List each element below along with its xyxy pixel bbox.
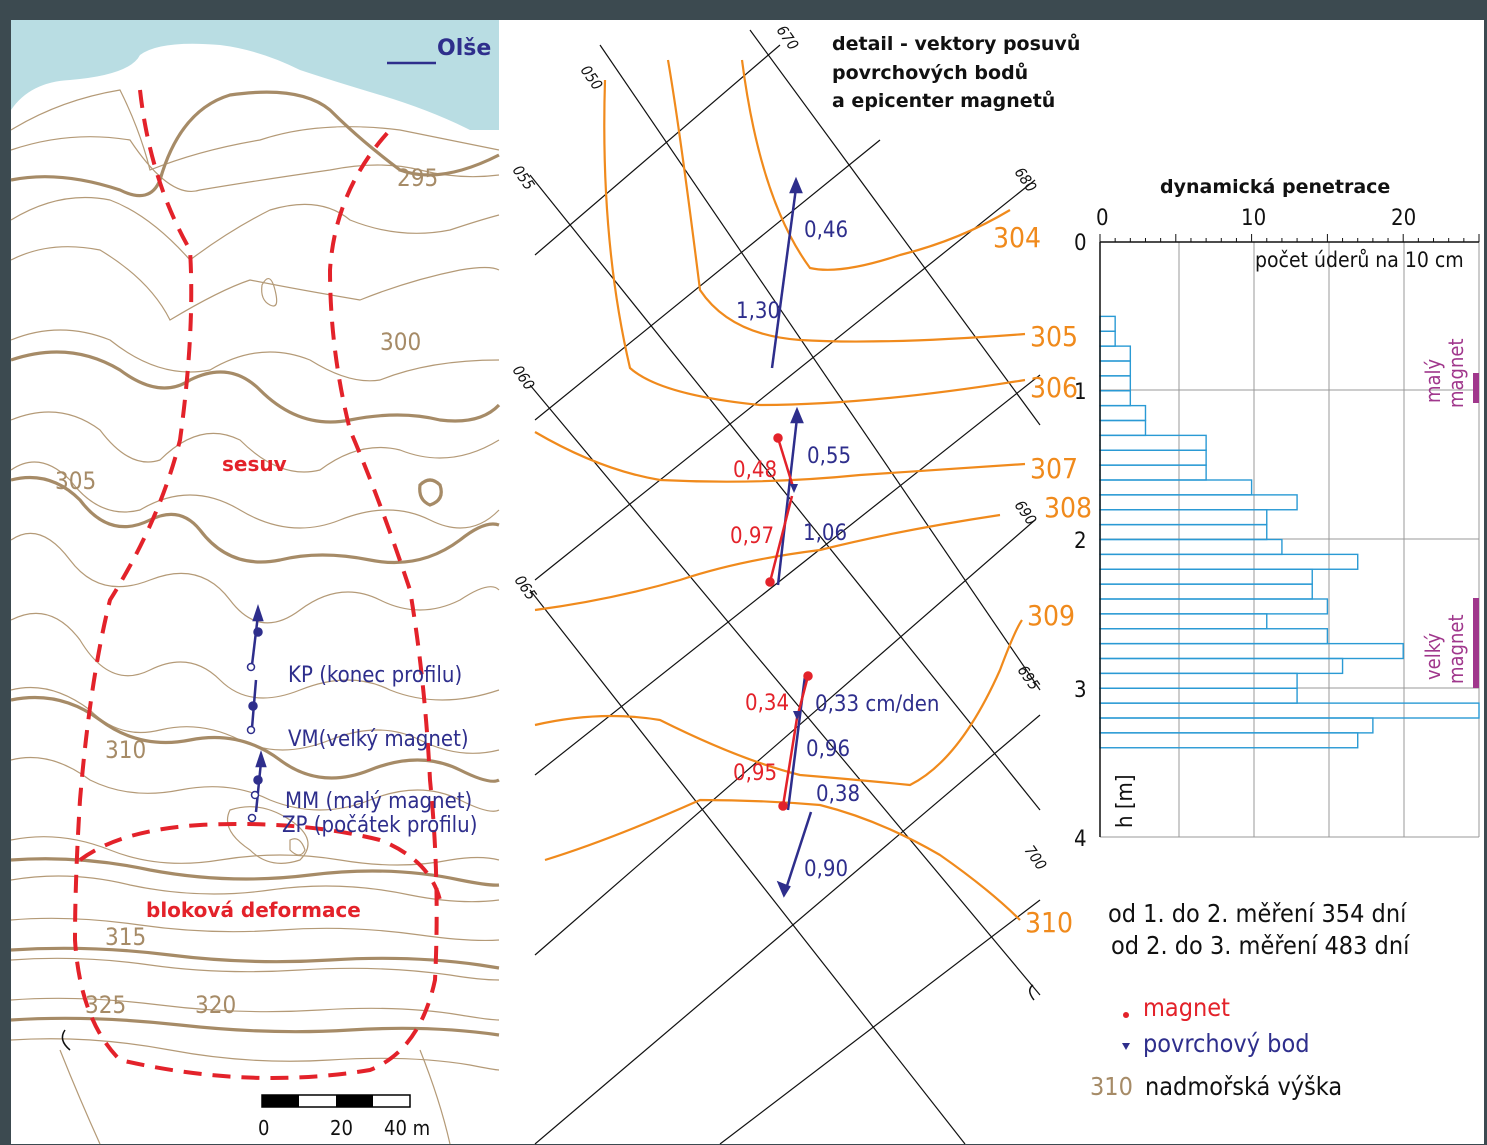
- vector-label-106: 1,06: [803, 521, 847, 546]
- small-magnet-marker: [1473, 373, 1479, 403]
- contour-label-308: 308: [1044, 491, 1092, 524]
- contour-label-315: 315: [105, 923, 146, 951]
- contour-label-305: 305: [55, 467, 96, 495]
- left-map: [10, 20, 501, 1145]
- contour-label-309: 309: [1027, 599, 1075, 632]
- legend: od 1. do 2. měření 354 dní od 2. do 3. m…: [1090, 899, 1410, 1101]
- elevation-legend-value: 310: [1090, 1072, 1133, 1101]
- y-tick-4: 4: [1074, 827, 1087, 852]
- contour-label-307: 307: [1030, 452, 1078, 485]
- point-label-kp: KP (konec profilu): [288, 663, 462, 688]
- red-vectors: [765, 433, 813, 811]
- y-tick-0: 0: [1074, 231, 1087, 256]
- detail-title-line-1: detail - vektory posuvů: [832, 32, 1080, 55]
- y-tick-1: 1: [1074, 380, 1087, 405]
- vector-label-038: 0,38: [816, 782, 860, 807]
- scale-label-20: 20: [330, 1116, 353, 1140]
- vector-label-090: 0,90: [804, 857, 848, 882]
- landslide-boundary: [72, 89, 442, 1080]
- vector-label-097: 0,97: [730, 524, 774, 549]
- detail-title-line-2: povrchových bodů: [832, 61, 1028, 84]
- block-deformation-label: bloková deformace: [146, 898, 361, 922]
- river-label: Olše: [437, 36, 491, 61]
- small-magnet-label-2: magnet: [1444, 338, 1468, 408]
- big-magnet-marker: [1473, 598, 1479, 688]
- penetration-chart: dynamická penetrace 0 10 20 0 1 2 3 4: [1074, 176, 1480, 852]
- contour-label-300: 300: [380, 328, 421, 356]
- left-map-panel: [11, 20, 499, 1144]
- vector-label-130: 1,30: [736, 299, 780, 324]
- y-axis-label: h [m]: [1113, 774, 1138, 828]
- x-tick-20: 20: [1391, 206, 1416, 231]
- measurement-line-1: od 1. do 2. měření 354 dní: [1108, 899, 1407, 928]
- surface-point-legend-label: povrchový bod: [1143, 1029, 1310, 1058]
- y-tick-3: 3: [1074, 678, 1087, 703]
- profile-points: [248, 604, 267, 813]
- scale-bar: [261, 1094, 411, 1108]
- contour-label-305-detail: 305: [1030, 320, 1078, 353]
- point-label-mm: MM (malý magnet): [285, 789, 472, 814]
- measurement-line-2: od 2. do 3. měření 483 dní: [1111, 931, 1410, 960]
- point-label-vm: VM(velký magnet): [288, 727, 469, 752]
- contour-label-295: 295: [397, 164, 438, 192]
- detail-title-line-3: a epicenter magnetů: [832, 89, 1055, 112]
- contour-label-304: 304: [993, 221, 1041, 254]
- river-area: [11, 20, 499, 130]
- magnet-legend-label: magnet: [1143, 993, 1230, 1022]
- x-tick-10: 10: [1241, 206, 1266, 231]
- scale-label-40: 40 m: [384, 1116, 430, 1140]
- detail-grid: [529, 29, 1041, 1145]
- x-axis-label: počet úderů na 10 cm: [1255, 248, 1464, 272]
- magnet-legend-dot: [1123, 1012, 1129, 1018]
- vector-label-034: 0,34: [745, 691, 789, 716]
- contour-label-320: 320: [195, 991, 236, 1019]
- thin-contours: [10, 89, 500, 1145]
- vector-label-096: 0,96: [806, 737, 850, 762]
- elevation-legend-label: nadmořská výška: [1145, 1072, 1342, 1101]
- y-tick-2: 2: [1074, 529, 1087, 554]
- contour-label-306: 306: [1030, 371, 1078, 404]
- scale-label-0: 0: [258, 1116, 269, 1140]
- vector-label-033: 0,33 cm/den: [815, 692, 939, 717]
- big-magnet-label-2: magnet: [1444, 614, 1468, 684]
- detail-contours: [534, 59, 1026, 921]
- right-panel: [499, 20, 1484, 1144]
- x-tick-0: 0: [1096, 206, 1109, 231]
- vector-label-046: 0,46: [804, 218, 848, 243]
- contour-label-325: 325: [85, 991, 126, 1019]
- point-label-zp: ZP (počátek profilu): [282, 813, 477, 838]
- contour-label-310: 310: [105, 736, 146, 764]
- surface-point-legend-marker: [1122, 1043, 1130, 1050]
- landslide-label: sesuv: [222, 452, 287, 476]
- vector-label-095: 0,95: [733, 761, 777, 786]
- vector-label-048: 0,48: [733, 458, 777, 483]
- chart-title: dynamická penetrace: [1160, 176, 1390, 198]
- vector-label-055: 0,55: [807, 444, 851, 469]
- big-magnet-label-1: velký: [1421, 633, 1445, 680]
- blue-vectors: [770, 176, 813, 898]
- contour-label-310-detail: 310: [1025, 906, 1073, 939]
- small-magnet-label-1: malý: [1421, 358, 1445, 403]
